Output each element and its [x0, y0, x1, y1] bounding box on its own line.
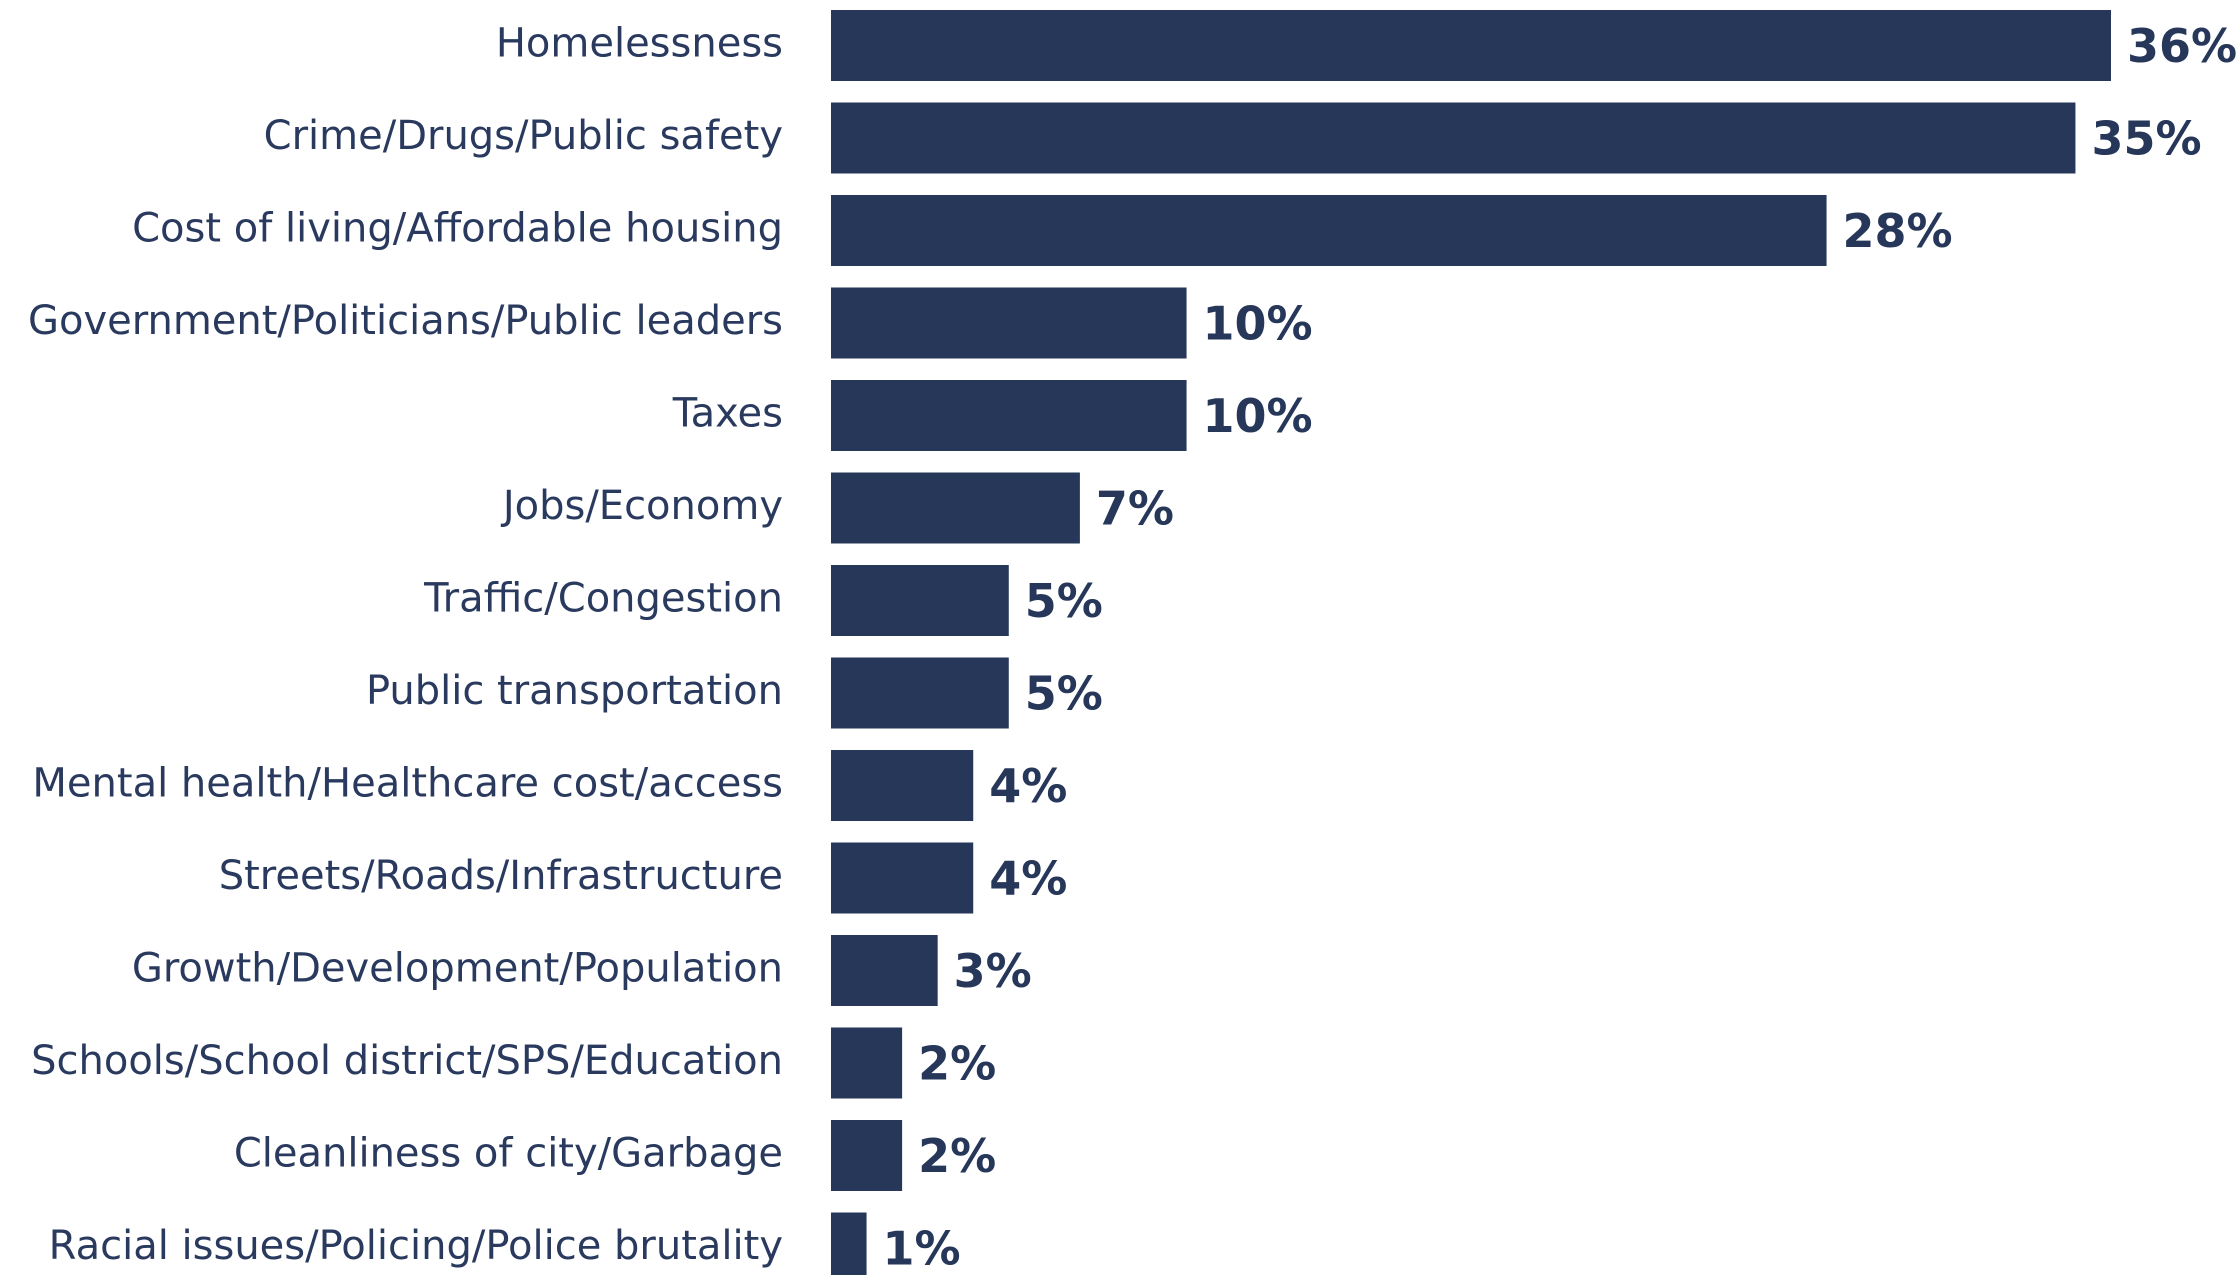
bar [831, 1027, 903, 1099]
bar [831, 10, 2111, 81]
bar [831, 842, 974, 914]
bar [831, 380, 1187, 451]
value-label: 5% [1025, 574, 1103, 628]
bar [831, 102, 2076, 174]
category-label: Schools/School district/SPS/Education [31, 1038, 783, 1084]
category-label: Growth/Development/Population [132, 946, 783, 992]
category-label: Public transportation [366, 668, 783, 714]
category-label: Mental health/Healthcare cost/access [32, 761, 783, 807]
bar [831, 472, 1080, 544]
value-label: 1% [883, 1222, 961, 1275]
value-label: 3% [954, 944, 1032, 998]
category-label: Traffic/Congestion [423, 576, 783, 622]
value-label: 7% [1096, 482, 1174, 536]
value-label: 4% [989, 759, 1067, 813]
category-label: Government/Politicians/Public leaders [28, 298, 783, 344]
bar [831, 1120, 903, 1191]
value-label: 10% [1203, 297, 1313, 351]
bar [831, 287, 1187, 359]
value-label: 4% [989, 852, 1067, 906]
bar [831, 195, 1827, 266]
value-label: 5% [1025, 667, 1103, 721]
bar [831, 657, 1009, 729]
bar [831, 750, 974, 821]
value-label: 10% [1203, 389, 1313, 443]
value-label: 2% [918, 1037, 996, 1091]
category-label: Cleanliness of city/Garbage [234, 1131, 783, 1177]
category-label: Jobs/Economy [500, 483, 783, 529]
value-label: 35% [2091, 112, 2201, 166]
bar [831, 1212, 867, 1275]
category-label: Cost of living/Affordable housing [132, 206, 783, 252]
category-label: Racial issues/Policing/Police brutality [49, 1223, 783, 1269]
value-label: 2% [918, 1129, 996, 1183]
bar [831, 935, 938, 1006]
category-label: Crime/Drugs/Public safety [264, 113, 783, 159]
category-label: Streets/Roads/Infrastructure [219, 853, 783, 899]
value-label: 36% [2127, 19, 2237, 73]
value-label: 28% [1843, 204, 1953, 258]
bar [831, 565, 1009, 636]
category-label: Homelessness [496, 21, 783, 67]
category-label: Taxes [672, 391, 783, 437]
